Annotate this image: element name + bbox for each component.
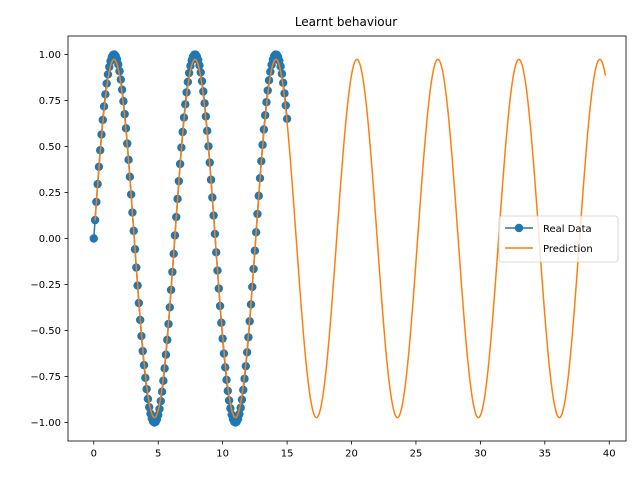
y-tick-label: −0.75	[30, 372, 61, 383]
y-tick-label: −1.00	[30, 418, 61, 429]
real-data-point	[89, 234, 98, 243]
y-axis-ticks: −1.00 −0.75 −0.50 −0.25 0.00 0.25 0.50 0.75 1.00	[30, 50, 68, 429]
y-tick-label: 0.75	[39, 96, 61, 107]
x-tick-label: 15	[281, 449, 294, 460]
x-tick-label: 0	[91, 449, 97, 460]
x-tick-label: 5	[155, 449, 161, 460]
prediction-line	[94, 58, 607, 419]
legend-label-prediction: Prediction	[543, 244, 593, 255]
real-data-point	[196, 68, 205, 77]
x-tick-label: 30	[474, 449, 487, 460]
real-data-point	[266, 67, 275, 76]
y-tick-label: −0.50	[30, 326, 61, 337]
y-tick-label: 0.50	[39, 142, 61, 153]
x-tick-label: 40	[603, 449, 616, 460]
legend-label-real-data: Real Data	[543, 224, 592, 235]
real-data-point	[277, 69, 287, 78]
y-tick-label: 1.00	[39, 50, 61, 61]
x-tick-label: 10	[216, 449, 229, 460]
x-tick-label: 20	[345, 449, 358, 460]
legend: Real Data Prediction	[498, 215, 619, 263]
legend-marker-real-data	[514, 223, 524, 233]
chart-title: Learnt behaviour	[295, 15, 397, 29]
series-prediction	[94, 58, 607, 419]
real-data-point	[115, 66, 124, 76]
y-tick-label: 0.00	[39, 234, 61, 245]
y-tick-label: −0.25	[30, 280, 61, 291]
x-tick-label: 35	[538, 449, 551, 460]
real-data-point	[184, 68, 194, 78]
x-tick-label: 25	[410, 449, 423, 460]
y-tick-label: 0.25	[39, 188, 61, 199]
x-axis-ticks: 0 5 10 15 20 25 30 35 40	[91, 441, 616, 460]
